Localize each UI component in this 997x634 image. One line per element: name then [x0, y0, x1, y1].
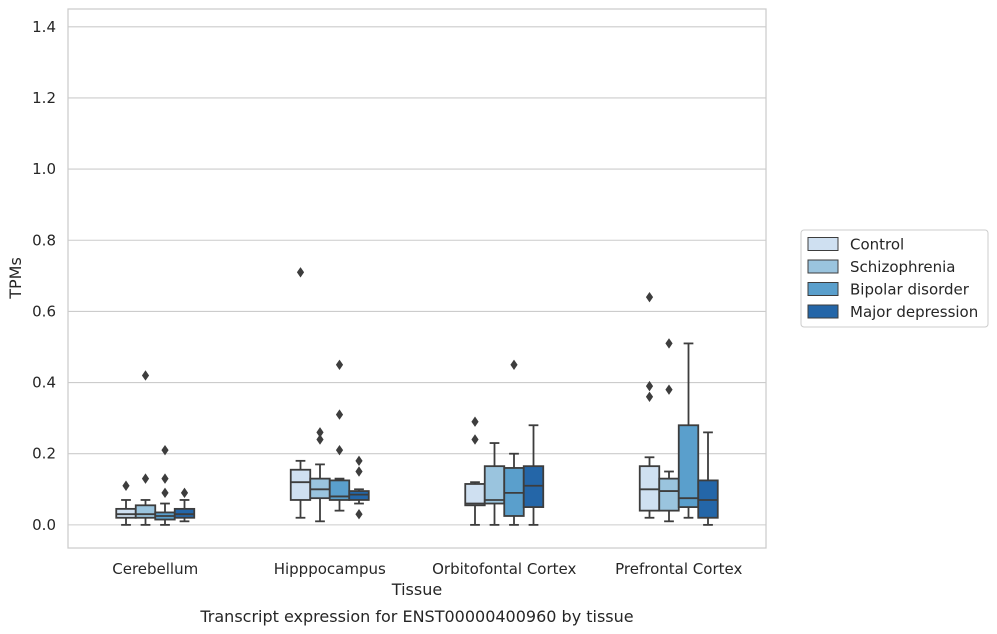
y-tick-label: 0.4: [32, 374, 56, 392]
y-tick-label: 1.4: [32, 18, 56, 36]
outlier-point: [645, 291, 654, 303]
outlier-point: [645, 380, 654, 392]
outlier-point: [180, 487, 189, 499]
y-tick-label: 1.2: [32, 89, 56, 107]
legend-swatch: [807, 304, 839, 319]
x-tick-label: Prefrontal Cortex: [615, 560, 742, 578]
x-tick-label: Orbitofontal Cortex: [432, 560, 576, 578]
box-plot: [483, 442, 506, 526]
box-plot: [328, 359, 351, 512]
x-tick-label: Cerebellum: [112, 560, 198, 578]
box: [677, 424, 700, 508]
box-plot: [658, 338, 680, 523]
legend-entry: Control: [850, 236, 904, 254]
box-plot: [115, 480, 137, 526]
outlier-point: [355, 455, 363, 467]
chart-caption: Transcript expression for ENST0000040096…: [199, 607, 633, 626]
y-tick-label: 0.8: [32, 231, 56, 249]
outlier-point: [335, 444, 344, 456]
outlier-point: [316, 427, 324, 438]
box-plot: [697, 431, 719, 526]
outlier-point: [141, 473, 150, 484]
y-tick-label: 0.6: [32, 302, 56, 320]
grid-lines: [68, 26, 766, 526]
x-tick-label: Hipppocampus: [274, 560, 386, 578]
box-plot: [677, 342, 700, 519]
box-plot: [173, 487, 196, 523]
y-tick-label: 0.2: [32, 445, 56, 463]
box-plot: [503, 359, 525, 526]
box-plot: [154, 444, 176, 526]
outlier-point: [161, 473, 169, 484]
box: [289, 468, 312, 501]
legend-entry: Bipolar disorder: [850, 281, 970, 299]
box-plot: [464, 416, 486, 526]
legend-entry: Major depression: [850, 303, 978, 321]
outlier-point: [122, 480, 130, 491]
outlier-point: [335, 409, 344, 420]
box: [134, 504, 157, 519]
box: [658, 477, 680, 512]
outlier-point: [335, 359, 344, 370]
plot-boxes: [115, 267, 719, 526]
legend-entry: Schizophrenia: [850, 258, 955, 276]
box: [464, 483, 486, 507]
outlier-point: [355, 509, 363, 520]
box-plot: [309, 427, 331, 523]
legend-swatch: [807, 237, 839, 251]
box-plot: [638, 291, 661, 519]
y-axis-label: TPMs: [6, 257, 25, 300]
outlier-point: [161, 487, 169, 499]
box-plot: [289, 267, 312, 519]
outlier-point: [161, 444, 169, 456]
legend-swatch: [807, 282, 839, 296]
outlier-point: [665, 338, 673, 349]
box-plot: [348, 455, 370, 520]
y-tick-label: 1.0: [32, 160, 56, 178]
outlier-point: [316, 434, 324, 445]
box-plot: [522, 424, 545, 526]
outlier-point: [510, 359, 518, 370]
y-tick-label: 0.0: [32, 516, 56, 534]
x-axis-label: Tissue: [391, 580, 442, 599]
outlier-point: [355, 466, 363, 477]
x-tick-labels: Cerebellum Hipppocampus Orbitofontal Corte…: [112, 560, 742, 578]
outlier-point: [471, 434, 479, 445]
outlier-point: [296, 267, 305, 278]
y-tick-labels: 0.0 0.2 0.4 0.6 0.8 1.0 1.2 1.4: [32, 18, 56, 534]
legend-swatch: [807, 259, 839, 274]
box: [483, 465, 506, 505]
outlier-point: [665, 384, 673, 395]
plot-frame: [67, 8, 767, 549]
legend-frame: [800, 229, 989, 328]
outlier-point: [471, 416, 479, 427]
outlier-point: [141, 370, 150, 381]
legend: Control Schizophrenia Bipolar disorder Majo…: [800, 229, 989, 328]
outlier-point: [645, 391, 654, 402]
